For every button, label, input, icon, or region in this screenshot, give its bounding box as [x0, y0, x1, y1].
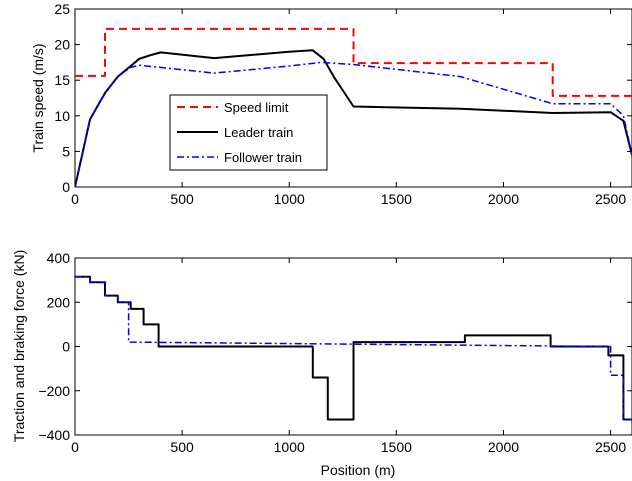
x-tick-label: 2000 [488, 191, 519, 207]
y-tick-label: −400 [38, 427, 70, 443]
x-tick-label: 500 [170, 191, 194, 207]
force-line-follower-train [75, 276, 632, 421]
y-axis-title: Traction and braking force (kN) [11, 250, 27, 442]
legend-label-leader-train: Leader train [224, 125, 293, 140]
y-tick-label: 25 [54, 1, 70, 17]
x-tick-label: 1500 [381, 439, 412, 455]
y-tick-label: 5 [62, 143, 70, 159]
y-tick-label: −200 [38, 383, 70, 399]
speed-axis-ticks: 0 500 1000 1500 2000 2500 0 5 10 15 20 25 [54, 1, 632, 207]
plot-area [74, 8, 632, 188]
x-tick-label: 1000 [274, 191, 305, 207]
y-tick-label: 15 [54, 72, 70, 88]
y-axis-title: Train speed (m/s) [30, 43, 46, 152]
x-tick-label: 2000 [488, 439, 519, 455]
force-series-group [75, 275, 632, 421]
speed-chart: 0 500 1000 1500 2000 2500 0 5 10 15 20 25 Train spe… [30, 1, 632, 207]
x-tick-label: 1500 [381, 191, 412, 207]
x-tick-label: 2500 [595, 439, 626, 455]
x-tick-label: 2500 [595, 191, 626, 207]
y-tick-label: 0 [62, 179, 70, 195]
x-tick-label: 0 [71, 439, 79, 455]
x-tick-label: 0 [71, 191, 79, 207]
speed-line-speed-limit [75, 27, 632, 97]
y-tick-label: 200 [47, 294, 71, 310]
x-axis-title: Position (m) [321, 462, 396, 478]
y-tick-label: 20 [54, 37, 70, 53]
legend-label-follower-train: Follower train [224, 150, 302, 165]
legend: Speed limit Leader train Follower train [169, 94, 328, 171]
legend-label-speed-limit: Speed limit [224, 100, 289, 115]
x-tick-label: 500 [170, 439, 194, 455]
y-tick-label: 400 [47, 250, 71, 266]
y-tick-label: 10 [54, 108, 70, 124]
speed-line-follower-train [75, 61, 632, 187]
speed-series-group [75, 27, 632, 187]
x-tick-label: 1000 [274, 439, 305, 455]
y-tick-label: 0 [62, 339, 70, 355]
